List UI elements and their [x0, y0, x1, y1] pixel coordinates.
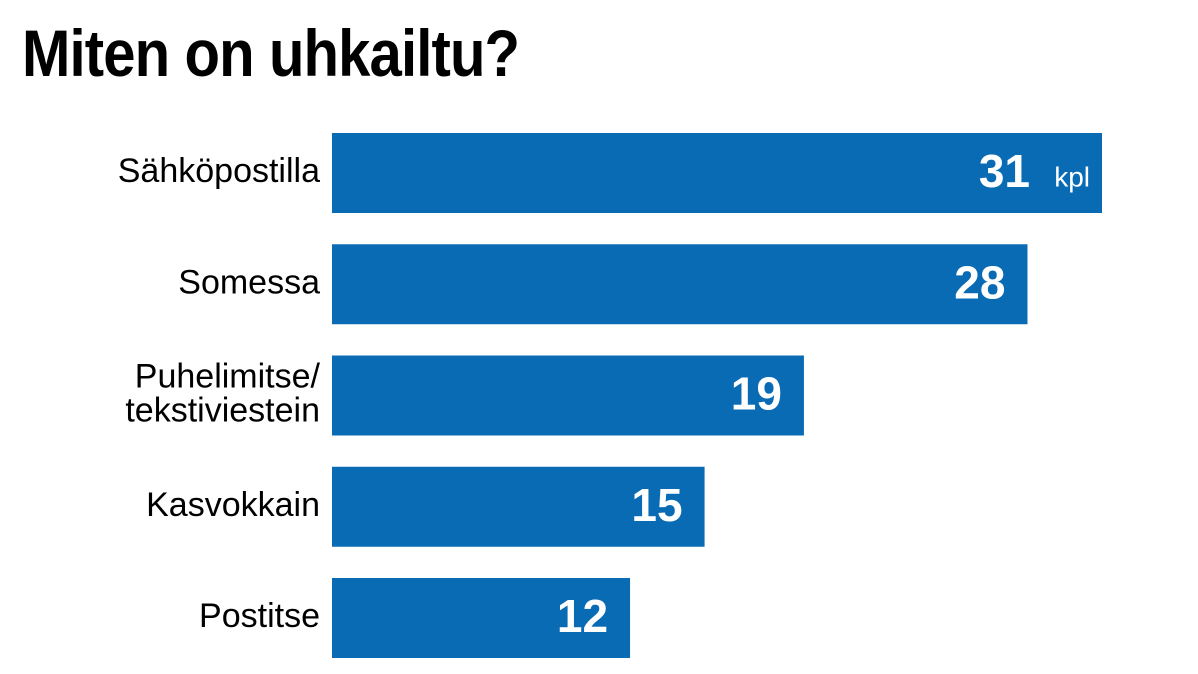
- value-label-0: 31: [979, 145, 1030, 197]
- bar-3: [332, 466, 705, 547]
- chart-title: Miten on uhkailtu?: [22, 16, 520, 90]
- value-unit-label: kpl: [1054, 161, 1090, 192]
- bar-4: [332, 578, 631, 658]
- category-label-line: Puhelimitse/: [135, 357, 321, 395]
- category-label-line: tekstiviestein: [125, 391, 320, 429]
- labels-layer: Sähköpostilla 31 kpl Somessa 28 Puhelimitse/t…: [118, 145, 1090, 642]
- category-label-4: Postitse: [199, 597, 320, 635]
- bars-layer: [332, 133, 1102, 658]
- category-label-3: Kasvokkain: [146, 486, 320, 524]
- category-label-line: Postitse: [199, 597, 320, 635]
- category-label-2: Puhelimitse/tekstiviestein: [125, 357, 320, 429]
- bar-0: [332, 133, 1102, 213]
- bar-1: [332, 244, 1028, 325]
- category-label-line: Kasvokkain: [146, 486, 320, 524]
- category-label-1: Somessa: [178, 263, 320, 301]
- value-label-1: 28: [954, 256, 1005, 308]
- value-label-4: 12: [557, 590, 608, 642]
- category-label-line: Somessa: [178, 263, 320, 301]
- bar-2: [332, 355, 804, 436]
- value-label-2: 19: [731, 368, 782, 420]
- category-label-0: Sähköpostilla: [118, 152, 320, 190]
- value-label-3: 15: [631, 479, 682, 531]
- category-label-line: Sähköpostilla: [118, 152, 320, 190]
